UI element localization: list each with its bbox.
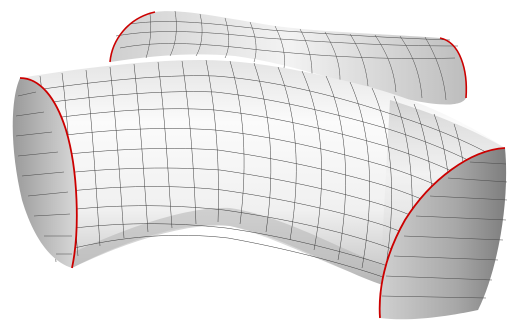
right-cap-grid: [381, 161, 508, 299]
back-branch: [110, 11, 467, 105]
left-end-cap: [12, 78, 77, 268]
left-cap-grid: [15, 91, 72, 255]
right-boundary-curve: [378, 147, 506, 319]
right-end-cap: [379, 148, 507, 320]
back-right-boundary: [439, 37, 468, 99]
back-branch-grid: [115, 10, 459, 101]
left-boundary-curve: [19, 77, 78, 269]
back-left-boundary: [109, 11, 156, 63]
